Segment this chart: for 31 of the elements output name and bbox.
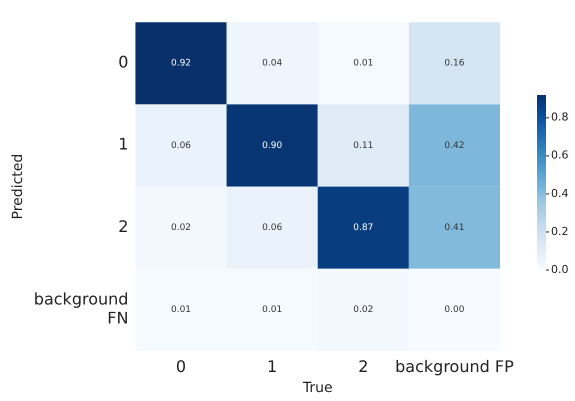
y-tick-label: 1 [118, 134, 128, 154]
data-label: 0.02 [170, 223, 192, 234]
x-tick-label: background FP [395, 356, 514, 376]
color-bar-label: 0.6 [551, 148, 568, 162]
data-label: 0.87 [353, 223, 374, 234]
color-bar-label: 0.2 [551, 224, 568, 238]
x-tick-label: 2 [358, 356, 368, 376]
color-bar-label: 0.0 [551, 262, 568, 276]
data-label: 0.11 [353, 140, 374, 151]
data-label: 0.06 [262, 223, 282, 234]
color-bar-label: 0.8 [551, 110, 568, 124]
data-label: 0.06 [170, 140, 192, 151]
data-label: 0.01 [170, 305, 192, 316]
color-bar-label: 0.4 [551, 186, 568, 200]
x-tick-label: 1 [267, 356, 278, 376]
data-label: 0.16 [444, 58, 465, 69]
data-label: 0.90 [262, 140, 282, 151]
data-label: 0.42 [444, 140, 464, 151]
x-axis-title: True [302, 380, 333, 396]
x-tick-label: 0 [176, 356, 186, 376]
data-label: 0.01 [353, 58, 374, 69]
y-tick-label: 0 [118, 52, 128, 72]
y-tick-label: background FN [34, 289, 128, 328]
data-label: 0.02 [353, 305, 374, 316]
y-axis-title: Predicted [10, 154, 26, 220]
data-label: 0.41 [444, 223, 464, 234]
y-tick-label: 2 [118, 216, 128, 236]
data-label: 0.00 [444, 305, 465, 316]
data-label: 0.92 [170, 58, 192, 69]
data-label: 0.04 [262, 58, 282, 69]
data-label: 0.01 [262, 305, 282, 316]
